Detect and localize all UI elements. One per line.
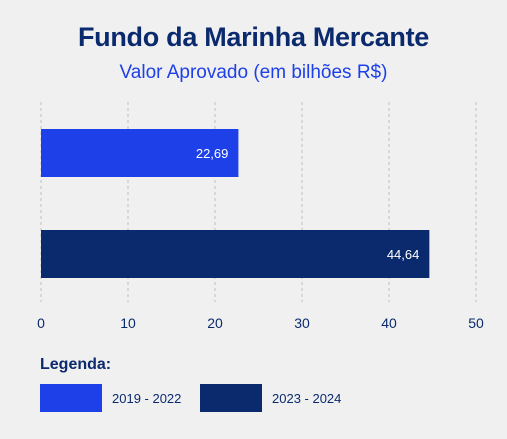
legend-title: Legenda: — [40, 356, 112, 373]
bars: 22,69 44,64 — [41, 129, 430, 278]
bar-value-label: 44,64 — [387, 247, 420, 262]
legend-swatch — [40, 384, 102, 412]
bar-0 — [41, 129, 239, 177]
bar-1 — [41, 230, 430, 278]
x-tick-label: 20 — [207, 315, 223, 331]
x-tick-label: 10 — [120, 315, 136, 331]
bar-value-label: 22,69 — [196, 146, 229, 161]
x-tick-label: 50 — [468, 315, 484, 331]
legend-item-2019-2022: 2019 - 2022 — [40, 384, 181, 412]
x-axis: 0 10 20 30 40 50 — [37, 315, 484, 331]
x-tick-label: 40 — [381, 315, 397, 331]
chart-title: Fundo da Marinha Mercante — [77, 22, 430, 52]
legend-item-2023-2024: 2023 - 2024 — [200, 384, 341, 412]
chart-subtitle: Valor Aprovado (em bilhões R$) — [119, 62, 388, 83]
x-tick-label: 0 — [37, 315, 45, 331]
legend-swatch — [200, 384, 262, 412]
legend-label: 2019 - 2022 — [112, 390, 182, 406]
x-tick-label: 30 — [294, 315, 310, 331]
bar-chart: 22,69 44,64 0 10 20 30 40 50 — [37, 102, 484, 331]
legend-label: 2023 - 2024 — [272, 390, 342, 406]
